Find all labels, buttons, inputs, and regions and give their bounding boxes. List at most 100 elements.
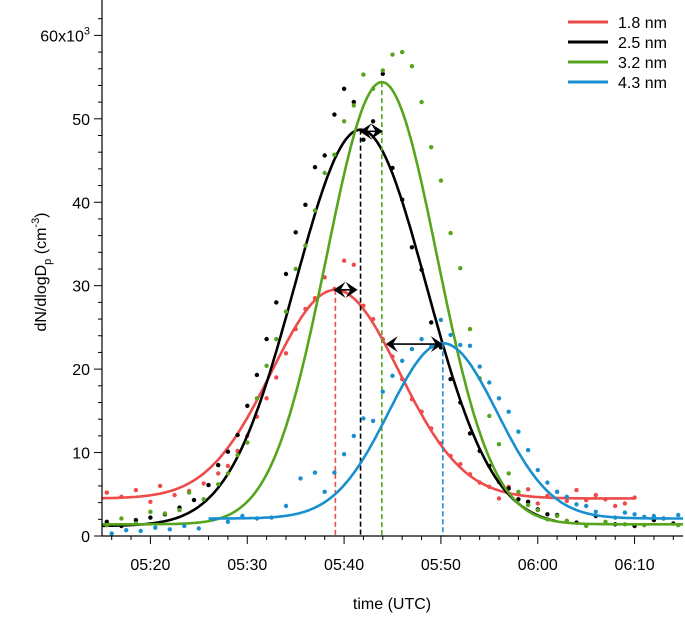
y-tick-label: 10 [72,446,90,463]
data-point [133,517,139,523]
y-axis-title-unit-open: (cm [33,228,50,259]
data-point [341,452,347,457]
data-point [133,487,139,493]
data-point [216,462,221,468]
data-point [525,487,531,492]
data-point [632,512,637,517]
data-point [303,243,308,248]
x-tick-label: 05:20 [130,557,170,574]
data-point [516,429,521,434]
time-shift-arrow [359,123,383,140]
data-point [322,170,327,176]
data-point [564,498,569,504]
data-point [153,525,158,530]
data-point [409,346,415,352]
arrow-head-left [359,123,372,140]
axes: 0 10 20 30 40 50 60x103 05:20 05:30 05:40 05:50 06:… [40,0,683,574]
x-tick-label: 06:00 [518,557,558,574]
legend-label: 4.3 nm [618,75,667,92]
data-point [535,507,540,513]
data-point [293,266,298,272]
data-point [467,343,473,348]
y-tick-label: 0 [81,529,90,546]
time-shift-arrow [333,281,358,298]
data-point [390,373,395,378]
data-point [225,449,231,454]
data-point [148,509,153,514]
data-point [477,364,482,369]
data-point [138,528,143,534]
data-point [380,71,385,77]
data-point [487,413,492,419]
data-point [487,380,492,385]
data-point [574,502,579,507]
series-4 [109,317,683,536]
y-tick-label-main: 60x10 [40,28,84,45]
data-point [235,432,240,438]
data-point [554,513,560,519]
data-point [225,463,231,469]
legend-entry: 4.3 nm [568,75,667,92]
data-point [506,471,511,476]
legend-label: 3.2 nm [618,55,667,72]
data-point [182,523,187,529]
data-point [274,375,279,380]
data-point [351,262,356,267]
data-point [172,492,177,498]
y-axis-title-unit-close: ) [33,212,50,217]
legend-entry: 3.2 nm [568,55,667,72]
data-point [496,442,502,447]
data-point [216,471,221,476]
data-point [458,342,463,348]
arrow-head-left [333,281,346,298]
data-point [593,492,598,498]
data-point [216,482,221,487]
legend-label: 1.8 nm [618,15,667,32]
legend-label: 2.5 nm [618,35,667,52]
data-point [380,389,385,394]
y-tick-label: 60x103 [40,25,90,45]
data-point [283,503,289,509]
data-point [370,418,376,424]
data-point [516,489,521,494]
data-point [429,320,434,325]
data-point [361,416,366,421]
data-point [254,372,260,378]
arrow-head-left [385,336,398,353]
data-point [298,476,303,481]
data-point [535,467,540,473]
data-point [341,86,347,92]
data-point [516,497,521,502]
data-point [109,531,114,536]
data-point [225,471,231,476]
data-point [124,528,129,533]
data-point [429,145,434,150]
data-point [322,153,327,158]
data-point [274,300,279,305]
data-point [104,519,110,524]
data-point [438,178,444,183]
data-point [458,266,463,271]
data-point [622,501,628,506]
legend-entry: 1.8 nm [568,15,667,32]
data-point [496,496,502,501]
plot-area [102,49,683,536]
data-point [264,336,269,342]
data-point [245,403,250,408]
data-point [245,440,250,445]
data-point [186,490,192,495]
data-point [584,503,589,509]
data-point [119,516,124,521]
data-point [312,208,318,213]
x-tick-label: 05:30 [227,557,267,574]
data-point [622,510,628,515]
data-point [535,501,540,506]
data-point [438,317,444,323]
data-point [332,152,337,157]
data-point [554,489,560,494]
data-point [206,482,211,488]
data-point [651,513,657,519]
data-point [419,99,424,105]
data-point [283,351,289,356]
